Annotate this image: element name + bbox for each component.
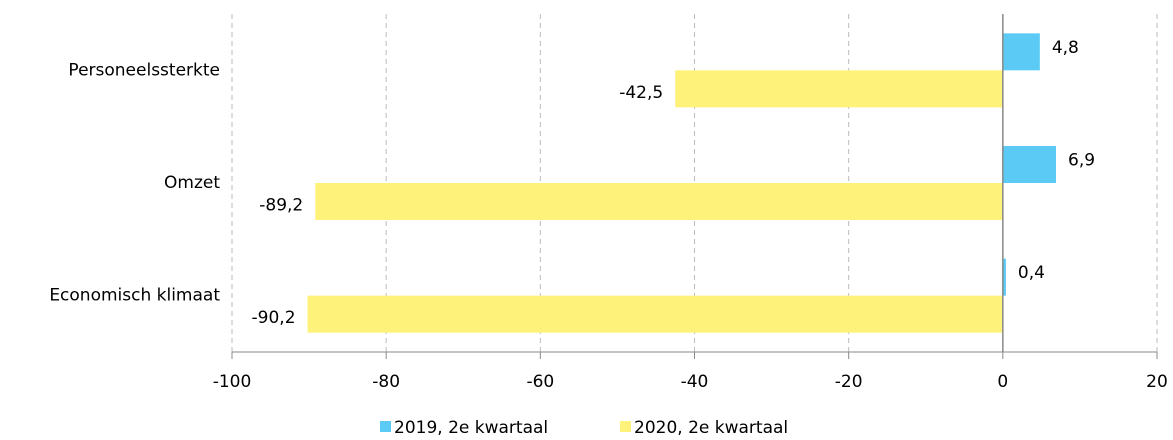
x-tick-label: -20 — [835, 372, 863, 392]
bar — [315, 183, 1003, 220]
x-tick-label: -80 — [372, 372, 400, 392]
data-label: -89,2 — [259, 196, 303, 216]
legend-swatch — [380, 421, 391, 432]
data-label: 4,8 — [1052, 38, 1079, 58]
x-tick-label: -60 — [526, 372, 554, 392]
bar — [1002, 33, 1040, 71]
bar — [307, 295, 1003, 333]
bar — [1002, 146, 1057, 183]
data-label: 6,9 — [1068, 151, 1095, 171]
x-tick-label: 20 — [1146, 372, 1168, 392]
x-tick-label: -100 — [213, 372, 252, 392]
legend-label: 2020, 2e kwartaal — [634, 418, 788, 436]
x-tick-label: -40 — [681, 372, 709, 392]
bar — [675, 70, 1003, 108]
y-tick-label: Economisch klimaat — [49, 286, 220, 306]
data-label: -90,2 — [252, 308, 296, 328]
y-tick-label: Personeelssterkte — [68, 60, 220, 80]
data-label: 0,4 — [1018, 263, 1045, 283]
y-tick-label: Omzet — [164, 173, 220, 193]
x-tick-label: 0 — [997, 372, 1008, 392]
bar — [1002, 258, 1006, 296]
legend-swatch — [620, 421, 631, 432]
legend-label: 2019, 2e kwartaal — [394, 418, 548, 436]
data-label: -42,5 — [619, 83, 663, 103]
